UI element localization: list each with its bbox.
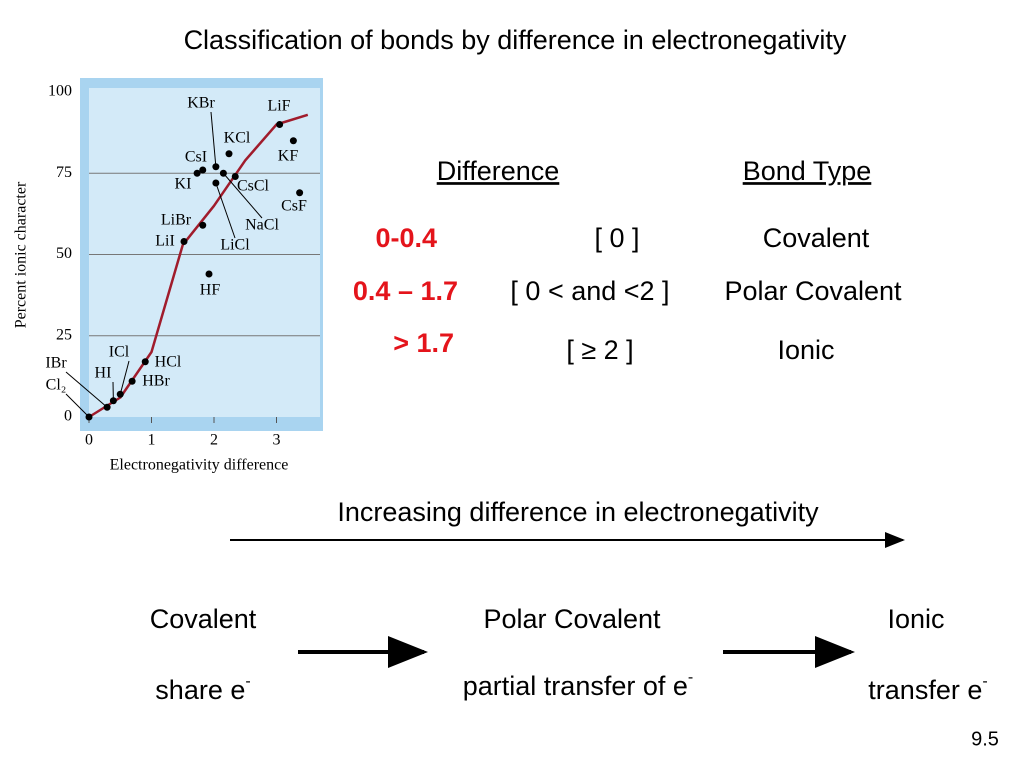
data-point: [225, 150, 233, 158]
data-point: [141, 358, 149, 366]
point-label: CsCl: [237, 178, 270, 195]
point-label: LiCl: [220, 237, 250, 254]
range: 0.4 – 1.7: [353, 276, 458, 306]
data-point: [180, 238, 188, 245]
superscript: -: [688, 669, 693, 686]
bond-type: Ionic: [777, 335, 834, 365]
point-label: ICl: [109, 344, 130, 361]
fit-curve: [88, 113, 309, 419]
point-label: Cl₂: [46, 377, 67, 394]
point-label: LiI: [155, 233, 175, 250]
data-point: [193, 169, 201, 177]
x-tick-label: 0: [85, 432, 93, 449]
point-label: LiF: [267, 98, 290, 115]
stage-name: Covalent: [150, 604, 257, 634]
point-label: KI: [175, 176, 192, 193]
y-axis-label: Percent ionic character: [13, 181, 30, 328]
table-header: Difference: [437, 156, 560, 186]
trend-caption: Increasing difference in electronegativi…: [337, 497, 819, 527]
point-label: IBr: [45, 355, 67, 372]
data-point: [109, 397, 117, 405]
y-tick-label: 100: [48, 83, 72, 100]
point-label: KCl: [224, 130, 251, 147]
data-point: [199, 221, 207, 229]
data-point: [103, 403, 111, 411]
leader-line: [215, 182, 236, 239]
leader-line: [222, 172, 263, 219]
data-point: [231, 173, 239, 180]
stage-desc: partial transfer of e: [463, 671, 688, 701]
bond-type: Covalent: [763, 223, 870, 253]
leader-line: [210, 111, 217, 167]
range: > 1.7: [393, 328, 454, 358]
y-tick-label: 50: [56, 245, 72, 262]
stage-desc: share e: [155, 675, 245, 705]
table-header: Bond Type: [743, 156, 872, 186]
condition: [ 0 ]: [594, 223, 639, 253]
leader-line: [65, 371, 108, 408]
point-label: CsI: [185, 149, 207, 166]
data-point: [296, 189, 304, 197]
point-label: HF: [200, 282, 221, 299]
point-label: KF: [278, 148, 299, 165]
x-tick-label: 3: [273, 432, 281, 449]
stage-text: partial transfer of e-: [463, 669, 693, 701]
stage-name: Polar Covalent: [483, 604, 661, 634]
data-point: [212, 163, 220, 171]
data-point: [212, 179, 220, 187]
point-label: KBr: [187, 95, 215, 112]
point-label: NaCl: [245, 217, 279, 234]
x-axis-label: Electronegativity difference: [110, 457, 289, 474]
condition: [ 0 < and <2 ]: [510, 276, 669, 306]
data-point: [128, 377, 136, 385]
superscript: -: [245, 673, 250, 690]
x-tick-label: 2: [210, 432, 218, 449]
bond-type: Polar Covalent: [724, 276, 902, 306]
data-point: [289, 137, 297, 145]
point-label: HCl: [155, 354, 182, 371]
data-point: [205, 270, 213, 278]
title: Classification of bonds by difference in…: [184, 25, 847, 55]
leader-line: [65, 393, 90, 418]
stage-text: share e-: [155, 673, 250, 705]
point-label: LiBr: [161, 212, 192, 229]
superscript: -: [982, 673, 987, 690]
y-tick-label: 25: [56, 326, 72, 343]
chart: Electronegativity difference Percent ion…: [13, 78, 323, 474]
stage-name: Ionic: [887, 604, 944, 634]
point-label: HBr: [142, 373, 170, 390]
data-point: [219, 169, 227, 177]
data-point: [85, 413, 93, 421]
stage-desc: transfer e: [868, 675, 982, 705]
point-label: CsF: [281, 198, 307, 215]
point-label: HI: [95, 365, 112, 382]
page-number: 9.5: [971, 728, 999, 750]
data-point: [199, 166, 207, 174]
leader-line: [119, 360, 130, 395]
range: 0-0.4: [375, 223, 437, 253]
plot-area: [89, 88, 320, 417]
data-point: [276, 121, 284, 128]
stage-text: transfer e-: [868, 673, 987, 705]
condition: [ ≥ 2 ]: [566, 335, 633, 365]
data-point: [116, 390, 124, 398]
y-tick-label: 75: [56, 164, 72, 181]
x-tick-label: 1: [148, 432, 156, 449]
y-tick-label: 0: [64, 408, 72, 425]
